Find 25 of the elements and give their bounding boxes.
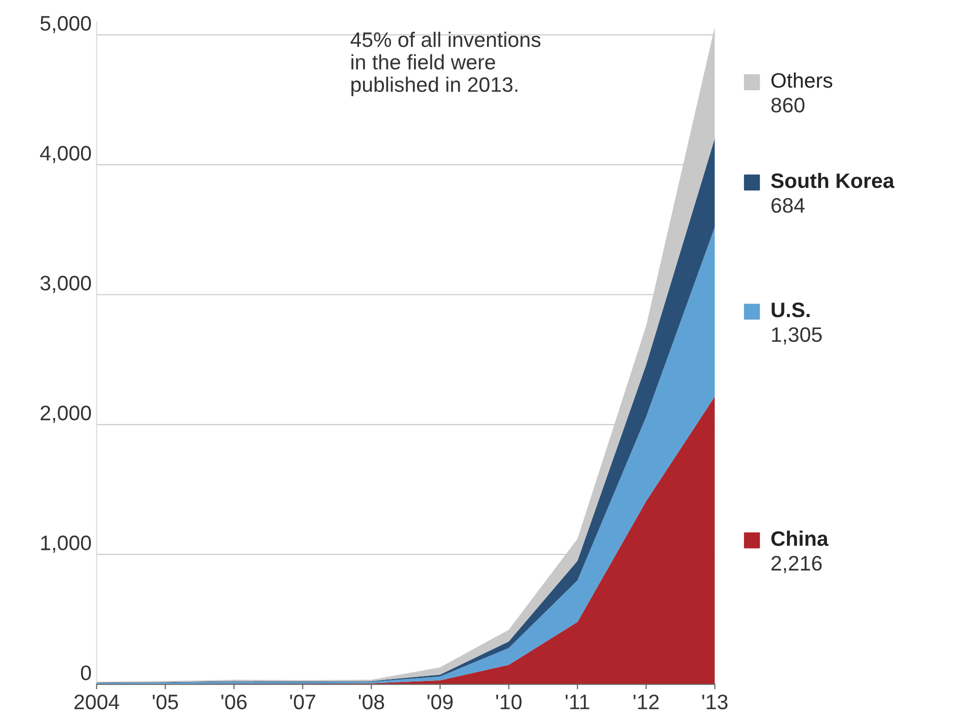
y-tick-label: 0 [80, 665, 91, 680]
legend-label: South Korea [771, 172, 894, 188]
legend-label: China [771, 530, 828, 546]
x-tick-label: '09 [428, 694, 453, 710]
legend-label: Others [771, 72, 832, 88]
annotation: 45% of all inventions in the field were published in 2013. [350, 32, 540, 96]
text: 2,216 [772, 556, 822, 574]
x-tick-label: '10 [496, 694, 522, 710]
y-tick-label: 2,000 [40, 406, 91, 423]
x-tick-label: 2004 [74, 694, 120, 710]
text: 1,305 [772, 327, 822, 344]
y-tick-label: 4,000 [40, 146, 91, 164]
x-tick-label: '11 [566, 694, 590, 710]
legend-label: U.S. [772, 302, 810, 318]
x-tick-label: '06 [221, 694, 247, 710]
y-tick-label: 1,000 [41, 536, 91, 553]
x-tick-label: '07 [290, 694, 316, 710]
y-tick-label: 5,000 [40, 16, 91, 34]
x-tick-label: '08 [358, 694, 384, 710]
x-tick-label: '05 [152, 694, 178, 710]
text: 684 [772, 198, 805, 213]
x-tick-label: '12 [634, 694, 659, 710]
y-tick-label: 3,000 [40, 276, 91, 293]
x-tick-label: '13 [702, 694, 728, 710]
text: 860 [771, 98, 804, 113]
